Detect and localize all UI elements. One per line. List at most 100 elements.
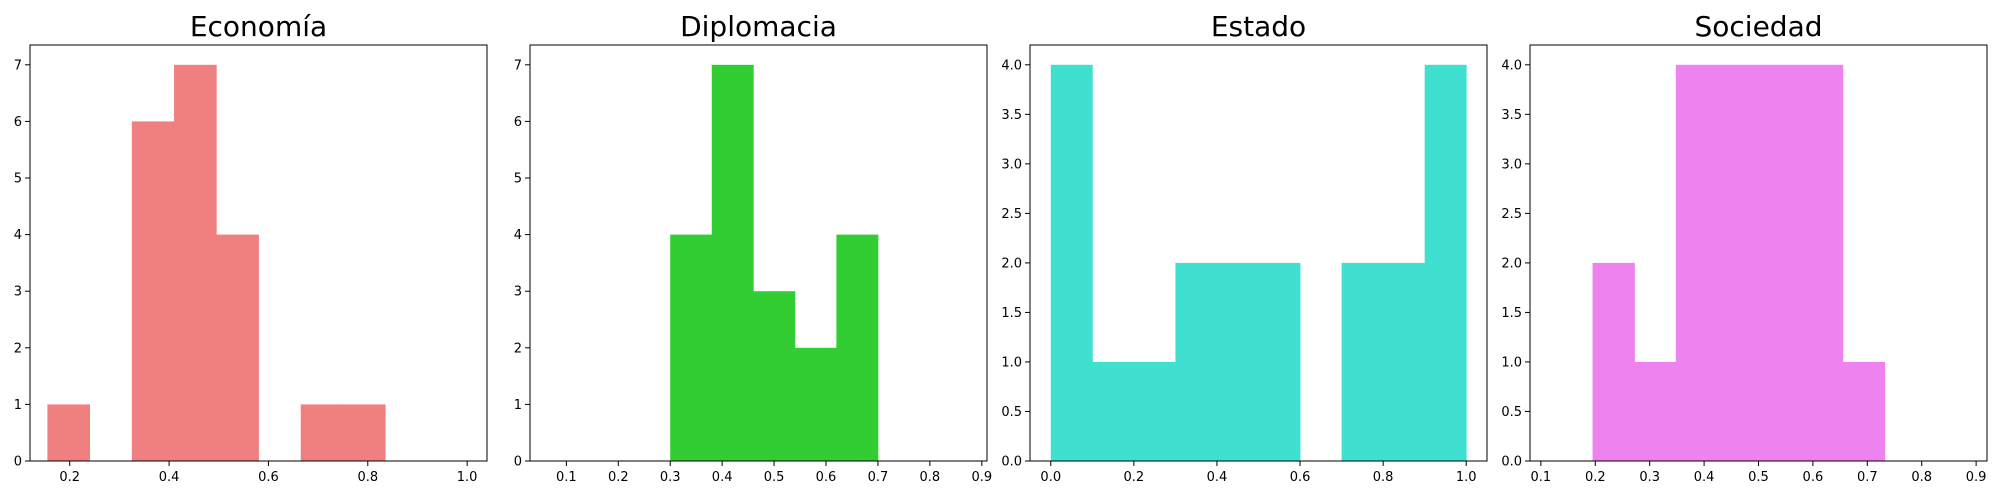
x-tick-label: 0.4 <box>159 470 180 485</box>
histogram-bar <box>1800 64 1844 462</box>
y-tick-label: 0.0 <box>1501 455 1522 470</box>
panel-title: Diplomacia <box>680 10 837 43</box>
panel-title: Sociedad <box>1694 10 1822 43</box>
histogram-bar <box>836 234 879 461</box>
y-tick-label: 3 <box>514 285 522 300</box>
x-tick-label: 0.1 <box>556 470 577 485</box>
x-tick-label: 0.2 <box>1585 470 1606 485</box>
x-tick-label: 0.2 <box>1124 470 1145 485</box>
histogram-bar <box>131 121 175 461</box>
x-tick-label: 0.1 <box>1531 470 1552 485</box>
x-tick-label: 0.8 <box>357 470 378 485</box>
y-tick-label: 2.5 <box>1001 207 1022 222</box>
panel-3: Estado 0.0 0.2 0.4 0.6 0.8 1.0 0.0 0.5 1.0 1.5 2.0 2… <box>1001 10 1488 485</box>
x-tick-label: 0.2 <box>608 470 629 485</box>
x-tick-label: 1.0 <box>457 470 478 485</box>
y-tick-label: 3.5 <box>1001 108 1022 123</box>
histogram-bar <box>1424 64 1467 462</box>
y-tick-label: 6 <box>14 115 22 130</box>
x-tick-label: 0.4 <box>1694 470 1715 485</box>
panel-4: Sociedad 0.1 0.2 0.3 0.4 0.5 0.6 0.7 0.8 0.9 0.0 0.… <box>1501 10 1988 485</box>
histogram-bar <box>1050 64 1093 462</box>
histogram-bar <box>794 347 837 461</box>
x-tick-label: 0.6 <box>1803 470 1824 485</box>
histogram-bar <box>1717 64 1760 462</box>
panel-1: Economía 0.2 0.4 0.6 0.8 1.0 0 1 2 3 4 5 6 7 <box>14 10 488 485</box>
x-tick-label: 0.0 <box>1040 470 1061 485</box>
histogram-bar <box>216 234 259 461</box>
y-tick-label: 5 <box>514 172 522 187</box>
y-tick-label: 0.5 <box>1501 405 1522 420</box>
y-tick-label: 0.0 <box>1001 455 1022 470</box>
x-tick-label: 0.7 <box>868 470 889 485</box>
x-tick-label: 0.6 <box>1290 470 1311 485</box>
y-tick-label: 5 <box>14 172 22 187</box>
y-tick-label: 7 <box>514 58 522 73</box>
y-tick-label: 0 <box>514 455 522 470</box>
histogram-bar <box>1842 361 1886 461</box>
histogram-bar <box>1341 262 1384 461</box>
histogram-bar <box>1092 361 1135 461</box>
y-tick-label: 2 <box>14 341 22 356</box>
y-tick-label: 0 <box>14 455 22 470</box>
x-tick-label: 0.8 <box>920 470 941 485</box>
histogram-bar <box>1759 64 1802 462</box>
histogram-bar <box>1592 262 1635 461</box>
x-tick-label: 0.9 <box>971 470 992 485</box>
x-tick-label: 0.8 <box>1373 470 1394 485</box>
y-tick-label: 4.0 <box>1001 58 1022 73</box>
histogram-bar <box>47 404 91 461</box>
x-tick-label: 0.5 <box>764 470 785 485</box>
y-tick-label: 4.0 <box>1501 58 1522 73</box>
y-tick-label: 1 <box>14 398 22 413</box>
histogram-bar <box>1675 64 1719 462</box>
y-tick-label: 3 <box>14 285 22 300</box>
y-tick-label: 1.5 <box>1501 306 1522 321</box>
y-tick-label: 2.0 <box>1001 256 1022 271</box>
x-tick-label: 0.7 <box>1857 470 1878 485</box>
panel-title: Estado <box>1211 10 1306 43</box>
histogram-bar <box>1383 262 1426 461</box>
x-tick-label: 0.4 <box>712 470 733 485</box>
x-tick-label: 0.6 <box>258 470 279 485</box>
axes-frame <box>1029 44 1488 462</box>
y-tick-label: 4 <box>14 228 22 243</box>
histogram-bar <box>1133 361 1176 461</box>
x-tick-label: 0.8 <box>1911 470 1932 485</box>
histogram-bar <box>711 64 754 462</box>
x-tick-label: 0.4 <box>1207 470 1228 485</box>
x-tick-label: 0.9 <box>1966 470 1987 485</box>
y-tick-label: 3.5 <box>1501 108 1522 123</box>
y-tick-label: 2.0 <box>1501 256 1522 271</box>
y-tick-label: 3.0 <box>1501 157 1522 172</box>
x-tick-label: 0.6 <box>816 470 837 485</box>
histogram-bar <box>342 404 386 461</box>
x-tick-label: 0.3 <box>660 470 681 485</box>
histogram-bar <box>1634 361 1677 461</box>
y-tick-label: 2 <box>514 341 522 356</box>
histogram-bar <box>1216 262 1259 461</box>
histogram-bar <box>1175 262 1218 461</box>
histogram-bar <box>174 64 217 462</box>
y-tick-label: 7 <box>14 58 22 73</box>
y-tick-label: 1.0 <box>1001 355 1022 370</box>
histogram-bar <box>670 234 713 461</box>
axes-frame <box>29 44 488 462</box>
x-tick-label: 0.2 <box>59 470 80 485</box>
y-tick-label: 2.5 <box>1501 207 1522 222</box>
histogram-bar <box>300 404 344 461</box>
histogram-bar <box>1258 262 1301 461</box>
x-tick-label: 0.3 <box>1639 470 1660 485</box>
y-tick-label: 6 <box>514 115 522 130</box>
panel-title: Economía <box>190 10 327 43</box>
histogram-bar <box>753 291 796 461</box>
axes-frame <box>529 44 988 462</box>
y-tick-label: 3.0 <box>1001 157 1022 172</box>
y-tick-label: 1.5 <box>1001 306 1022 321</box>
y-tick-label: 0.5 <box>1001 405 1022 420</box>
panel-2: Diplomacia 0.1 0.2 0.3 0.4 0.5 0.6 0.7 0.8 0.9 0 1 2… <box>514 10 992 485</box>
y-tick-label: 1.0 <box>1501 355 1522 370</box>
x-tick-label: 0.5 <box>1748 470 1769 485</box>
